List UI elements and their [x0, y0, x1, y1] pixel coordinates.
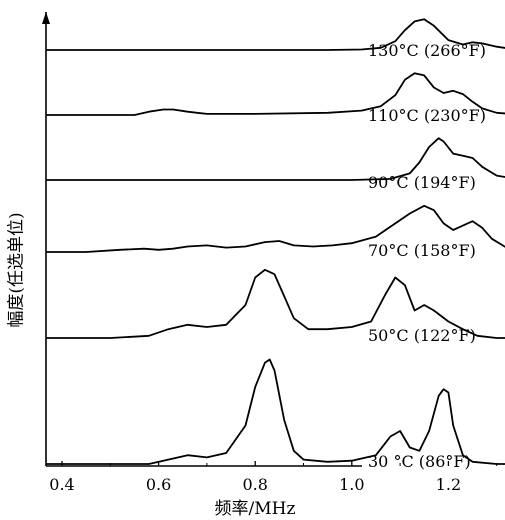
- series-line: [46, 358, 505, 465]
- series-labels: 130°C (266°F) 110°C (230°F) 90°C (194°F) 70…: [368, 41, 486, 471]
- x-tick-label: 0.4: [49, 475, 74, 494]
- series-line: [46, 137, 505, 181]
- x-tick-label: 0.6: [146, 475, 171, 494]
- x-axis-label: 频率/MHz: [214, 499, 296, 519]
- series-line: [46, 268, 505, 339]
- series-line: [46, 204, 505, 253]
- x-tick-label: 0.8: [242, 475, 267, 494]
- series-line: [46, 72, 505, 116]
- y-axis-arrow: [42, 12, 50, 24]
- series-line: [46, 18, 505, 51]
- series-label: 130°C (266°F): [368, 41, 486, 60]
- series-label: 90°C (194°F): [368, 173, 476, 192]
- x-tick-label: 1.2: [436, 475, 461, 494]
- axes: [42, 12, 362, 467]
- curves: [46, 18, 505, 465]
- y-axis-label-wrap: 幅度(任选单位): [0, 60, 28, 480]
- x-ticks: 0.40.60.81.01.21.41.6: [49, 461, 498, 494]
- series-label: 50°C (122°F): [368, 326, 476, 345]
- x-tick-label: 1.0: [339, 475, 364, 494]
- series-label: 30 °C (86°F): [368, 452, 471, 471]
- series-label: 110°C (230°F): [368, 106, 486, 125]
- y-axis-label: 幅度(任选单位): [6, 212, 27, 328]
- series-label: 70°C (158°F): [368, 241, 476, 260]
